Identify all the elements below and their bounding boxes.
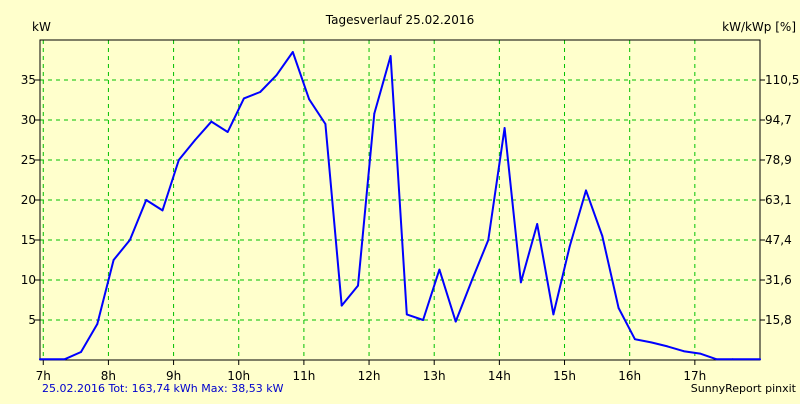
x-tick-label: 17h	[683, 369, 706, 383]
power-series-point	[177, 159, 180, 161]
power-series-point	[503, 127, 506, 129]
power-series-point	[585, 189, 587, 192]
power-series-point	[324, 123, 327, 125]
power-series-point	[617, 307, 620, 309]
power-series-point	[666, 345, 669, 348]
power-series-point	[145, 199, 148, 201]
power-series-point	[96, 323, 99, 325]
y-tick-label-left: 35	[21, 73, 36, 87]
y-tick-label-right: 78,9	[765, 153, 792, 167]
y-tick-label-right: 94,7	[765, 113, 792, 127]
power-series-point	[226, 131, 229, 133]
power-series-point	[519, 281, 522, 284]
x-tick-label: 15h	[553, 369, 576, 383]
power-series-point	[39, 358, 41, 361]
power-series-point	[373, 112, 376, 115]
y-tick-label-right: 63,1	[765, 193, 792, 207]
power-series-point	[650, 341, 653, 344]
power-series-point	[194, 139, 196, 141]
power-series-point	[552, 313, 555, 316]
x-tick-label: 8h	[101, 369, 116, 383]
y-axis-left: 5 10 15 20 25 30 35	[21, 73, 40, 327]
x-axis: 7h 8h 9h 10h 11h 12h 13h 14h 15h 16h 17h	[36, 360, 706, 383]
y-tick-label-left: 5	[28, 313, 36, 327]
y-axis-label-right: kW/kWp [%]	[722, 20, 796, 34]
power-series-point	[275, 74, 278, 77]
power-series-point	[568, 245, 571, 248]
x-tick-label: 16h	[618, 369, 641, 383]
power-series-point	[243, 97, 245, 100]
x-tick-label: 13h	[423, 369, 446, 383]
power-series-point	[601, 235, 604, 237]
series-layer	[39, 51, 761, 361]
power-series-point	[405, 313, 408, 316]
power-series-point	[715, 358, 718, 361]
power-series-line	[39, 51, 761, 361]
chart-title: Tagesverlauf 25.02.2016	[325, 13, 474, 27]
power-series-point	[422, 319, 425, 321]
power-series-point	[438, 268, 441, 271]
power-series-point	[471, 279, 473, 281]
x-tick-label: 12h	[358, 369, 381, 383]
y-tick-label-left: 20	[21, 193, 36, 207]
power-series-point	[357, 284, 359, 287]
power-series-point	[210, 120, 213, 123]
power-series-point	[633, 338, 636, 341]
power-series-point	[731, 358, 734, 361]
x-tick-label: 14h	[488, 369, 511, 383]
power-series-point	[340, 304, 343, 307]
y-axis-label-left: kW	[32, 20, 51, 34]
power-series-point	[63, 358, 66, 361]
y-tick-label-right: 110,5	[765, 73, 799, 87]
y-tick-label-right: 47,4	[765, 233, 792, 247]
x-tick-label: 9h	[166, 369, 181, 383]
power-series-point	[699, 352, 701, 355]
y-axis-right: 15,8 31,6 47,4 63,1 78,9 94,7 110,5	[760, 73, 799, 327]
y-tick-label-right: 31,6	[765, 273, 792, 287]
footer-credit: SunnyReport pinxit	[691, 382, 797, 395]
power-series-point	[536, 223, 539, 225]
y-tick-label-left: 30	[21, 113, 36, 127]
power-series-point	[112, 259, 115, 261]
power-series-point	[308, 98, 311, 101]
x-tick-label: 10h	[227, 369, 250, 383]
footer-summary: 25.02.2016 Tot: 163,74 kWh Max: 38,53 kW	[42, 382, 284, 395]
power-series-point	[291, 51, 294, 53]
y-tick-label-left: 10	[21, 273, 36, 287]
power-series-point	[759, 358, 761, 361]
x-tick-label: 7h	[36, 369, 51, 383]
power-series-point	[259, 91, 262, 93]
y-tick-label-left: 25	[21, 153, 36, 167]
y-tick-label-right: 15,8	[765, 313, 792, 327]
power-series-point	[682, 350, 685, 353]
power-series-point	[161, 209, 164, 212]
power-series-point	[454, 320, 457, 323]
power-series-point	[487, 239, 490, 241]
y-tick-label-left: 15	[21, 233, 36, 247]
power-series-point	[129, 239, 131, 241]
x-tick-label: 11h	[292, 369, 315, 383]
power-series-point	[80, 351, 82, 353]
power-series-point	[389, 55, 392, 57]
